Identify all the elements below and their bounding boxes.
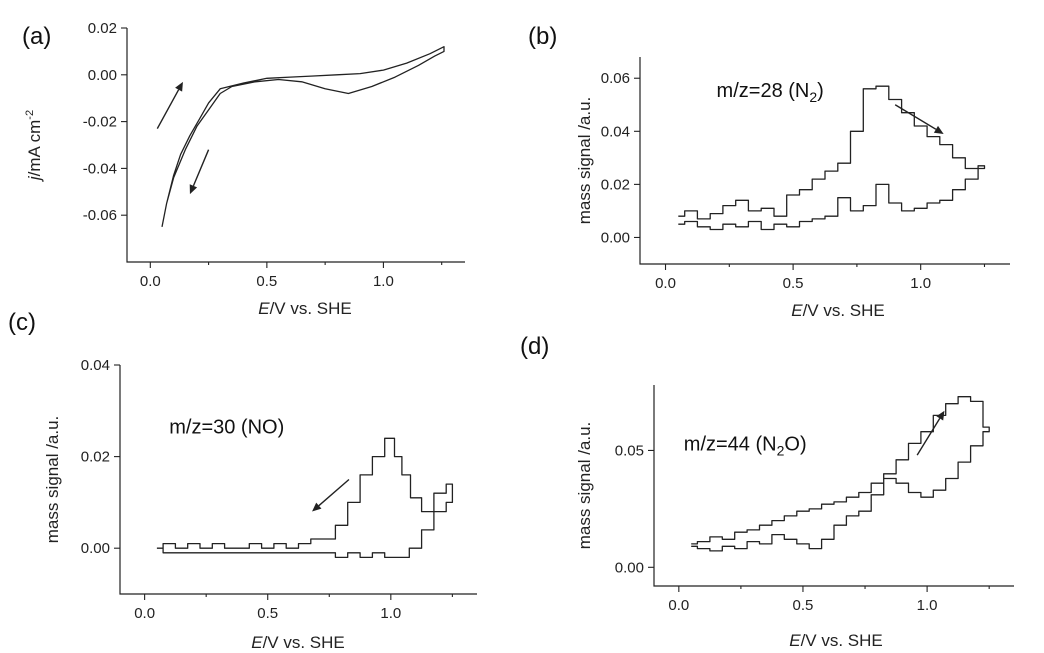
x-axis-label: E/V vs. SHE	[791, 301, 885, 320]
direction-arrow-0	[894, 104, 944, 134]
annotation-label: m/z=28 (N2)	[717, 80, 824, 105]
x-tick-label: 1.0	[373, 273, 394, 290]
x-tick-label: 0.0	[140, 273, 161, 290]
panel-label: (a)	[22, 23, 51, 50]
x-tick-label: 1.0	[910, 275, 931, 292]
direction-arrow-0	[916, 410, 945, 456]
series-line-0	[156, 437, 454, 559]
panel-a: (a) 0.0 0.5 1.0 0.02 0.00 -0.02 -0.04 -0.06 E/V v…	[22, 20, 465, 318]
annotation-label: m/z=44 (N2O)	[684, 433, 807, 458]
panel-d: (d) 0.0 0.5 1.0 0.00 0.05 E/V vs. SHE mass sign…	[520, 333, 1014, 650]
y-tick-label: 0.04	[601, 123, 630, 140]
panel-b: (b) 0.0 0.5 1.0 0.00 0.02 0.04 0.06 E/V vs. SHE m…	[528, 23, 1010, 320]
y-axis-label: mass signal /a.u.	[575, 422, 594, 550]
series-line-0	[161, 46, 445, 228]
y-tick-label: 0.00	[81, 540, 110, 557]
x-axis-label: E/V vs. SHE	[258, 299, 352, 318]
panel-c: (c) 0.0 0.5 1.0 0.00 0.02 0.04 E/V vs. SHE mass …	[8, 309, 477, 652]
y-tick-label: 0.00	[601, 229, 630, 246]
x-tick-label: 1.0	[380, 605, 401, 622]
x-axis-label: E/V vs. SHE	[251, 633, 345, 652]
axis-frame	[653, 385, 1014, 587]
y-axis-label: mass signal /a.u.	[575, 97, 594, 225]
direction-arrow-0	[312, 478, 350, 512]
y-tick-label: -0.06	[83, 207, 117, 224]
y-axis-label: j/mA cm-2	[24, 110, 44, 182]
direction-arrow-1	[189, 149, 210, 195]
y-tick-label: -0.02	[83, 114, 117, 131]
series-line-0	[691, 396, 990, 552]
y-tick-label: 0.06	[601, 70, 630, 87]
y-tick-label: -0.04	[83, 160, 117, 177]
y-tick-label: 0.02	[81, 449, 110, 466]
y-tick-label: 0.04	[81, 357, 110, 374]
y-axis-label: mass signal /a.u.	[43, 416, 62, 544]
y-tick-label: 0.00	[615, 559, 644, 576]
series-line-0	[678, 85, 986, 231]
axis-frame	[639, 57, 1010, 265]
x-tick-label: 0.5	[257, 605, 278, 622]
x-tick-label: 0.0	[655, 275, 676, 292]
direction-arrow-0	[156, 81, 183, 129]
x-axis-label: E/V vs. SHE	[789, 631, 883, 650]
panel-label: (b)	[528, 23, 557, 50]
axis-frame	[126, 28, 465, 263]
y-tick-label: 0.05	[615, 442, 644, 459]
annotation-label: m/z=30 (NO)	[169, 417, 284, 439]
panel-label: (d)	[520, 333, 549, 360]
x-tick-label: 0.5	[793, 597, 814, 614]
x-tick-label: 0.0	[134, 605, 155, 622]
axis-frame	[119, 365, 477, 595]
y-tick-label: 0.00	[88, 67, 117, 84]
x-tick-label: 0.5	[783, 275, 804, 292]
x-tick-label: 0.5	[256, 273, 277, 290]
y-tick-label: 0.02	[601, 176, 630, 193]
y-tick-label: 0.02	[88, 20, 117, 37]
x-tick-label: 1.0	[917, 597, 938, 614]
panel-label: (c)	[8, 309, 36, 336]
x-tick-label: 0.0	[668, 597, 689, 614]
